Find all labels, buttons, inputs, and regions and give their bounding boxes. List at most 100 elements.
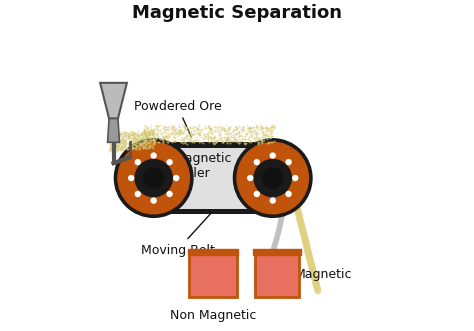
Point: [210, 134, 218, 139]
Point: [161, 129, 169, 135]
Point: [164, 127, 171, 132]
Point: [119, 147, 127, 152]
Point: [188, 132, 195, 137]
Point: [173, 130, 180, 135]
Point: [175, 124, 183, 129]
Point: [231, 127, 238, 132]
Point: [125, 133, 133, 139]
Point: [118, 139, 125, 145]
Point: [111, 133, 119, 138]
Point: [255, 135, 263, 141]
Point: [146, 129, 153, 134]
Point: [182, 133, 190, 138]
Point: [134, 133, 142, 138]
Point: [201, 133, 209, 139]
Point: [129, 133, 137, 138]
Point: [204, 132, 211, 137]
Text: Powdered Ore: Powdered Ore: [134, 100, 221, 137]
Point: [106, 132, 114, 137]
Point: [253, 123, 260, 128]
Point: [129, 129, 137, 135]
Point: [182, 138, 189, 143]
Point: [176, 131, 183, 136]
Point: [136, 145, 144, 150]
Point: [156, 122, 164, 127]
Point: [228, 139, 236, 144]
Point: [158, 136, 166, 142]
Point: [148, 129, 156, 134]
Point: [204, 123, 212, 129]
Point: [242, 130, 249, 136]
Point: [170, 126, 178, 131]
Point: [128, 140, 135, 145]
Point: [242, 140, 250, 146]
Point: [211, 134, 219, 140]
Circle shape: [135, 191, 140, 197]
Point: [121, 132, 129, 138]
Point: [114, 139, 121, 145]
Point: [129, 144, 137, 150]
Point: [259, 128, 267, 133]
Point: [246, 126, 254, 131]
Point: [173, 127, 180, 132]
Point: [233, 137, 241, 142]
Point: [217, 134, 225, 140]
Point: [119, 131, 127, 136]
Point: [148, 128, 156, 133]
Point: [119, 139, 127, 145]
Point: [121, 133, 128, 138]
Point: [116, 140, 124, 145]
Point: [178, 138, 185, 143]
Point: [122, 139, 129, 144]
Point: [144, 132, 152, 137]
Point: [148, 131, 155, 137]
Point: [106, 138, 113, 143]
Point: [146, 130, 154, 136]
Point: [117, 138, 125, 143]
Point: [253, 137, 260, 143]
Point: [151, 126, 159, 132]
Point: [168, 130, 176, 135]
Point: [262, 122, 269, 127]
Point: [126, 145, 134, 150]
Point: [137, 139, 145, 144]
Point: [110, 134, 118, 139]
Point: [152, 136, 159, 141]
Point: [113, 139, 120, 145]
Point: [232, 137, 240, 142]
Point: [183, 125, 191, 130]
Point: [244, 124, 251, 129]
Point: [190, 131, 197, 136]
Point: [130, 134, 138, 139]
Point: [146, 128, 153, 134]
Point: [171, 135, 178, 140]
Point: [148, 134, 155, 139]
Point: [208, 138, 216, 143]
Point: [126, 144, 133, 150]
Point: [217, 138, 225, 143]
Point: [118, 144, 126, 149]
Point: [207, 135, 215, 141]
Point: [109, 135, 117, 141]
Point: [130, 145, 137, 150]
Point: [267, 127, 274, 133]
Point: [124, 136, 132, 141]
Point: [139, 146, 147, 151]
Point: [120, 140, 128, 145]
Point: [146, 128, 154, 134]
Point: [178, 129, 186, 134]
Point: [134, 129, 142, 134]
Point: [259, 124, 267, 129]
Point: [231, 131, 239, 136]
Point: [252, 122, 260, 127]
Point: [155, 140, 162, 145]
Point: [149, 130, 157, 136]
Circle shape: [167, 160, 172, 165]
Point: [213, 124, 221, 129]
Point: [130, 141, 138, 147]
Point: [149, 128, 157, 133]
Point: [194, 122, 202, 128]
Point: [142, 140, 150, 145]
Point: [131, 131, 138, 136]
Point: [118, 130, 125, 136]
